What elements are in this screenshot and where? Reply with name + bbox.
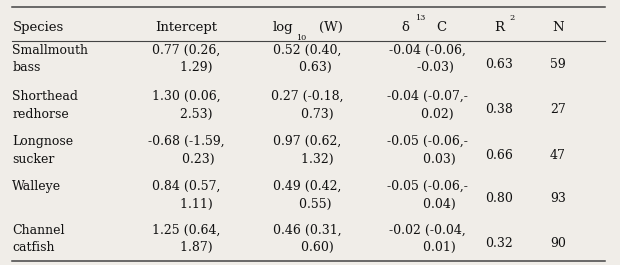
Text: Species: Species <box>12 21 64 34</box>
Text: 0.63: 0.63 <box>485 58 513 72</box>
Text: 27: 27 <box>550 103 566 117</box>
Text: 10: 10 <box>296 34 307 42</box>
Text: 59: 59 <box>550 58 566 72</box>
Text: 47: 47 <box>550 148 566 162</box>
Text: 0.77 (0.26,
     1.29): 0.77 (0.26, 1.29) <box>152 44 220 74</box>
Text: 0.80: 0.80 <box>485 192 513 205</box>
Text: 93: 93 <box>550 192 566 205</box>
Text: Channel
catfish: Channel catfish <box>12 224 65 254</box>
Text: 2: 2 <box>509 14 514 22</box>
Text: -0.68 (-1.59,
      0.23): -0.68 (-1.59, 0.23) <box>148 135 224 166</box>
Text: R: R <box>494 21 504 34</box>
Text: 0.66: 0.66 <box>485 148 513 162</box>
Text: -0.05 (-0.06,-
      0.04): -0.05 (-0.06,- 0.04) <box>388 180 468 211</box>
Text: N: N <box>552 21 564 34</box>
Text: 1.30 (0.06,
     2.53): 1.30 (0.06, 2.53) <box>152 90 220 121</box>
Text: -0.02 (-0.04,
      0.01): -0.02 (-0.04, 0.01) <box>389 224 466 254</box>
Text: δ: δ <box>402 21 410 34</box>
Text: C: C <box>436 21 446 34</box>
Text: 0.49 (0.42,
    0.55): 0.49 (0.42, 0.55) <box>273 180 341 211</box>
Text: -0.04 (-0.07,-
     0.02): -0.04 (-0.07,- 0.02) <box>388 90 468 121</box>
Text: -0.05 (-0.06,-
      0.03): -0.05 (-0.06,- 0.03) <box>388 135 468 166</box>
Text: log: log <box>273 21 293 34</box>
Text: 0.97 (0.62,
     1.32): 0.97 (0.62, 1.32) <box>273 135 341 166</box>
Text: 0.27 (-0.18,
     0.73): 0.27 (-0.18, 0.73) <box>271 90 343 121</box>
Text: Intercept: Intercept <box>155 21 217 34</box>
Text: 0.32: 0.32 <box>485 237 513 250</box>
Text: Smallmouth
bass: Smallmouth bass <box>12 44 89 74</box>
Text: 13: 13 <box>415 14 426 22</box>
Text: Shorthead
redhorse: Shorthead redhorse <box>12 90 78 121</box>
Text: 0.46 (0.31,
     0.60): 0.46 (0.31, 0.60) <box>273 224 341 254</box>
Text: Walleye: Walleye <box>12 180 61 193</box>
Text: (W): (W) <box>319 21 343 34</box>
Text: 0.84 (0.57,
     1.11): 0.84 (0.57, 1.11) <box>152 180 220 211</box>
Text: 90: 90 <box>550 237 566 250</box>
Text: Longnose
sucker: Longnose sucker <box>12 135 74 166</box>
Text: 0.38: 0.38 <box>485 103 513 117</box>
Text: -0.04 (-0.06,
    -0.03): -0.04 (-0.06, -0.03) <box>389 44 466 74</box>
Text: 0.52 (0.40,
    0.63): 0.52 (0.40, 0.63) <box>273 44 341 74</box>
Text: 1.25 (0.64,
     1.87): 1.25 (0.64, 1.87) <box>152 224 220 254</box>
